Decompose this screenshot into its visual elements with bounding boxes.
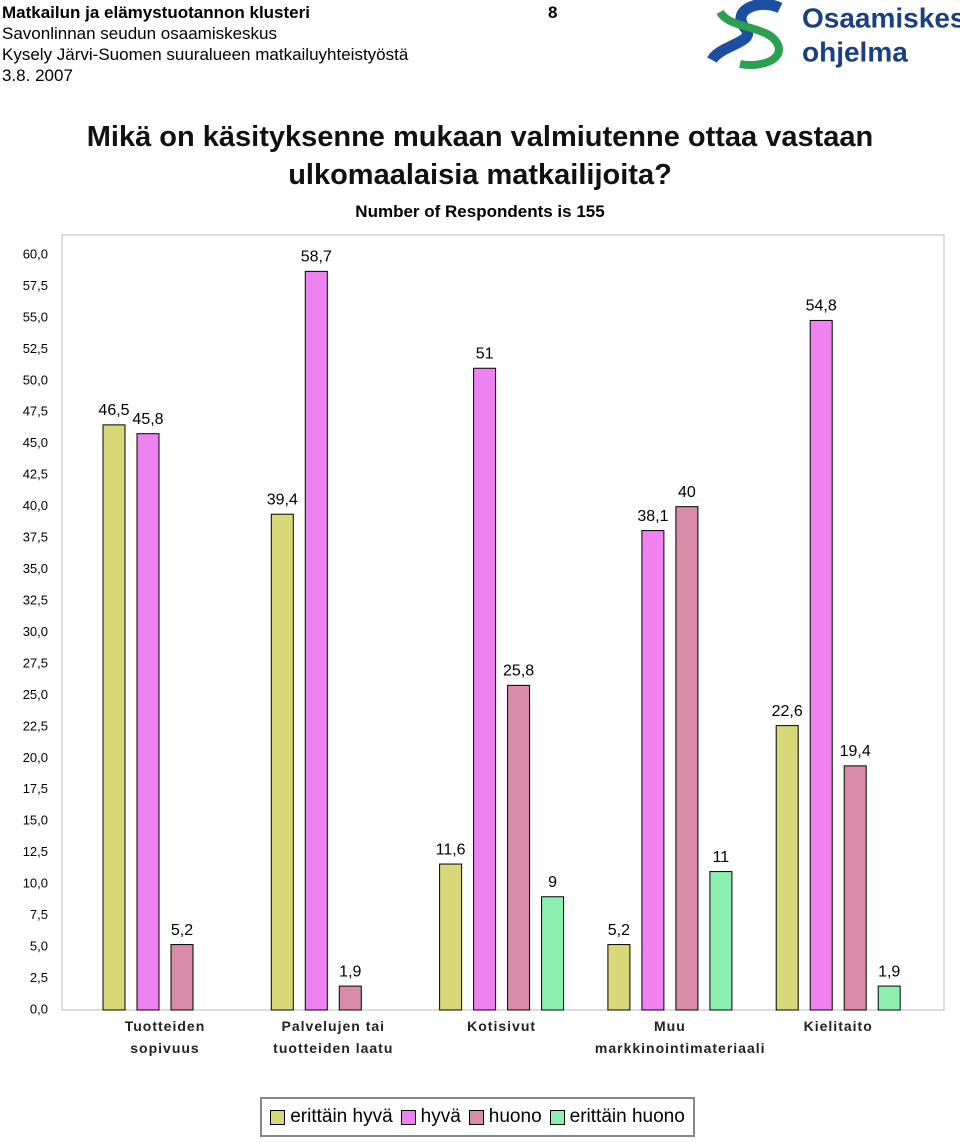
y-tick-label: 55,0 xyxy=(23,309,48,324)
x-tick-label: Palvelujen tai tuotteiden laatu xyxy=(273,1018,394,1056)
bar xyxy=(607,944,631,1011)
x-tick-label: Tuotteiden sopivuus xyxy=(124,1018,206,1056)
bar xyxy=(541,896,565,1011)
y-tick-label: 10,0 xyxy=(23,876,48,891)
y-tick-label: 27,5 xyxy=(23,655,48,670)
legend-item: erittäin hyvä xyxy=(270,1106,393,1128)
bar xyxy=(507,684,531,1011)
legend: erittäin hyvä hyvä huono erittäin huono xyxy=(260,1097,695,1137)
bar xyxy=(304,270,328,1011)
y-tick-label: 25,0 xyxy=(23,687,48,702)
legend-swatch xyxy=(549,1109,565,1125)
value-label: 39,4 xyxy=(267,491,298,508)
legend-item: hyvä xyxy=(400,1106,461,1128)
y-tick-label: 42,5 xyxy=(23,467,48,482)
value-label: 5,2 xyxy=(171,922,193,939)
value-label: 54,8 xyxy=(806,298,837,315)
logo-text: ohjelma xyxy=(802,36,908,67)
y-tick-label: 5,0 xyxy=(30,939,48,954)
y-tick-label: 57,5 xyxy=(23,278,48,293)
logo-mark xyxy=(716,9,783,69)
bar xyxy=(136,433,160,1011)
x-tick-label: Kotisivut xyxy=(467,1018,537,1034)
chart-title: Mikä on käsityksenne mukaan valmiutenne … xyxy=(86,121,874,191)
value-label: 9 xyxy=(548,874,557,891)
x-tick-label: Muu markkinointimateriaali xyxy=(594,1018,766,1056)
bar xyxy=(843,765,867,1011)
legend-label: erittäin hyvä xyxy=(290,1106,393,1127)
bar xyxy=(775,725,799,1011)
logo: Osaamiskeskus- ohjelma xyxy=(707,0,960,69)
bar xyxy=(473,367,497,1011)
y-tick-label: 7,5 xyxy=(30,907,48,922)
value-label: 45,8 xyxy=(132,411,163,428)
legend-label: huono xyxy=(488,1106,542,1127)
value-label: 1,9 xyxy=(339,963,361,980)
y-tick-label: 37,5 xyxy=(23,530,48,545)
legend-label: hyvä xyxy=(420,1106,461,1127)
bar xyxy=(170,944,194,1011)
legend-item: erittäin huono xyxy=(549,1106,685,1128)
value-label: 40 xyxy=(678,484,696,501)
x-tick-label: Kielitaito xyxy=(803,1018,873,1034)
header-line: Savonlinnan seudun osaamiskeskus xyxy=(2,24,278,43)
y-tick-label: 15,0 xyxy=(23,813,48,828)
legend-item: huono xyxy=(468,1106,542,1128)
bar xyxy=(102,424,126,1011)
y-tick-label: 30,0 xyxy=(23,624,48,639)
value-label: 22,6 xyxy=(772,703,803,720)
header-line: Kysely Järvi-Suomen suuralueen matkailuy… xyxy=(2,45,409,64)
y-tick-label: 32,5 xyxy=(23,592,48,607)
y-tick-label: 20,0 xyxy=(23,750,48,765)
value-label: 38,1 xyxy=(637,508,668,525)
y-tick-label: 50,0 xyxy=(23,372,48,387)
bar xyxy=(270,513,294,1011)
bar xyxy=(709,871,733,1011)
bar xyxy=(877,985,901,1011)
bar xyxy=(439,863,463,1011)
legend-swatch xyxy=(400,1109,416,1125)
legend-swatch xyxy=(468,1109,484,1125)
y-tick-label: 0,0 xyxy=(30,1001,48,1016)
y-tick-label: 12,5 xyxy=(23,844,48,859)
page-number: 8 xyxy=(548,3,558,22)
logo-text: Osaamiskeskus- xyxy=(802,2,960,33)
header-title: Matkailun ja elämystuotannon klusteri xyxy=(2,3,310,22)
chart-subtitle: Number of Respondents is 155 xyxy=(355,202,605,221)
y-tick-label: 45,0 xyxy=(23,435,48,450)
bar xyxy=(809,319,833,1011)
y-tick-label: 60,0 xyxy=(23,246,48,261)
y-tick-label: 35,0 xyxy=(23,561,48,576)
y-tick-label: 22,5 xyxy=(23,718,48,733)
plot-frame xyxy=(61,234,945,1011)
legend-swatch xyxy=(270,1109,286,1125)
value-label: 11,6 xyxy=(436,841,466,858)
y-tick-label: 2,5 xyxy=(30,970,48,985)
y-tick-label: 17,5 xyxy=(23,781,48,796)
legend-label: erittäin huono xyxy=(569,1106,685,1127)
bar xyxy=(338,985,362,1011)
value-label: 1,9 xyxy=(878,963,900,980)
value-label: 19,4 xyxy=(840,743,871,760)
y-tick-label: 47,5 xyxy=(23,404,48,419)
value-label: 46,5 xyxy=(98,402,129,419)
header-line: 3.8. 2007 xyxy=(2,66,73,85)
value-label: 11 xyxy=(713,849,730,866)
bar xyxy=(675,506,699,1011)
value-label: 51 xyxy=(476,345,494,362)
value-label: 25,8 xyxy=(503,663,534,680)
bar xyxy=(641,530,665,1011)
y-tick-label: 40,0 xyxy=(23,498,48,513)
value-label: 5,2 xyxy=(608,922,630,939)
value-label: 58,7 xyxy=(301,249,332,266)
y-tick-label: 52,5 xyxy=(23,341,48,356)
